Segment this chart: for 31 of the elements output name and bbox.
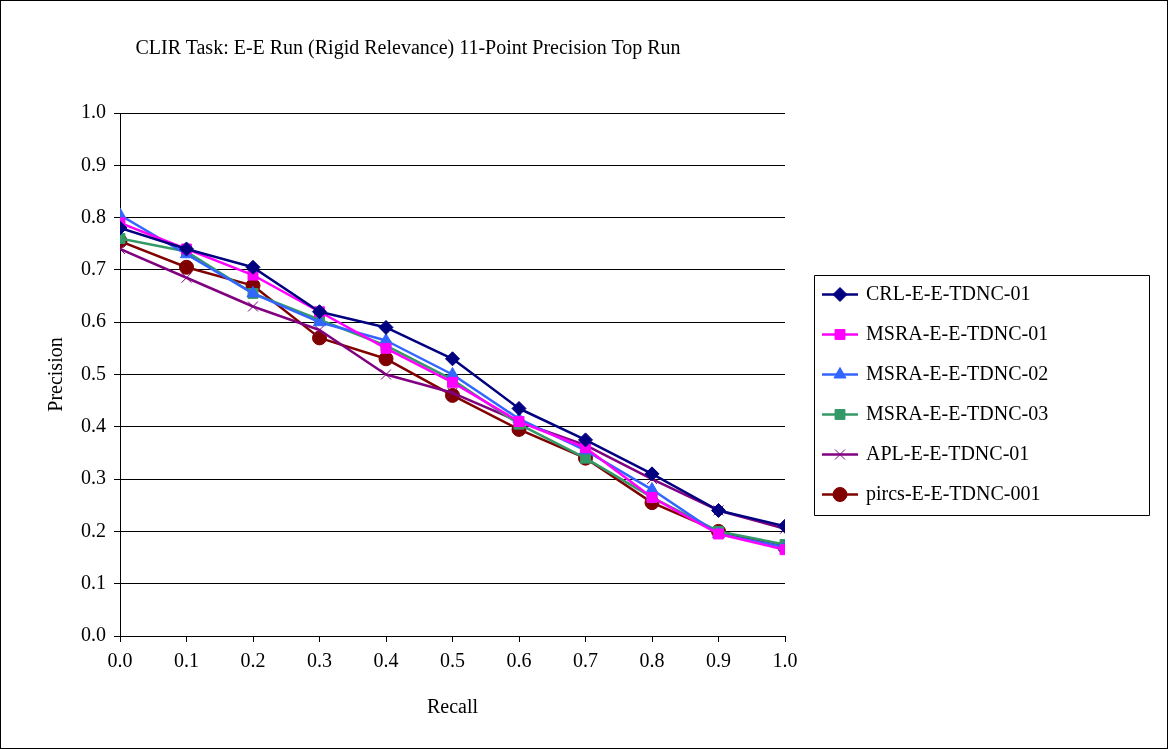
x-tick-label: 0.8 — [639, 649, 665, 672]
y-tick-label: 0.2 — [81, 518, 106, 541]
y-tick-label: 0.1 — [81, 570, 106, 593]
x-tick-label: 0.5 — [440, 649, 465, 672]
x-tick-label: 0.7 — [573, 649, 598, 672]
legend-label: APL-E-E-TDNC-01 — [866, 441, 1030, 464]
y-tick-label: 0.5 — [81, 361, 106, 384]
y-tick-label: 0.0 — [81, 623, 106, 646]
y-tick-label: 0.3 — [81, 466, 106, 489]
y-axis-title: Precision — [44, 337, 67, 412]
x-tick-label: 1.0 — [772, 649, 798, 672]
y-tick-label: 0.9 — [81, 152, 106, 175]
x-axis-title: Recall — [426, 695, 479, 718]
x-tick-label: 0.2 — [240, 649, 266, 672]
chart-title: CLIR Task: E-E Run (Rigid Relevance) 11-Point Precision Top Run — [135, 36, 681, 60]
x-tick-label: 0.0 — [107, 649, 133, 672]
x-tick-label: 0.9 — [706, 649, 731, 672]
x-tick-label: 0.3 — [307, 649, 332, 672]
x-tick-label: 0.4 — [373, 649, 399, 672]
legend-label: CRL-E-E-TDNC-01 — [866, 281, 1031, 304]
y-tick-label: 1.0 — [81, 100, 106, 123]
y-tick-label: 0.8 — [81, 204, 106, 227]
x-tick-label: 0.6 — [506, 649, 532, 672]
y-tick-label: 0.7 — [81, 257, 106, 280]
legend-label: MSRA-E-E-TDNC-03 — [866, 401, 1049, 424]
y-tick-label: 0.4 — [81, 414, 106, 437]
legend-label: pircs-E-E-TDNC-001 — [866, 481, 1041, 505]
legend-label: MSRA-E-E-TDNC-01 — [866, 321, 1049, 344]
y-tick-label: 0.6 — [81, 309, 106, 332]
x-tick-label: 0.1 — [174, 649, 199, 672]
legend-label: MSRA-E-E-TDNC-02 — [866, 361, 1049, 384]
